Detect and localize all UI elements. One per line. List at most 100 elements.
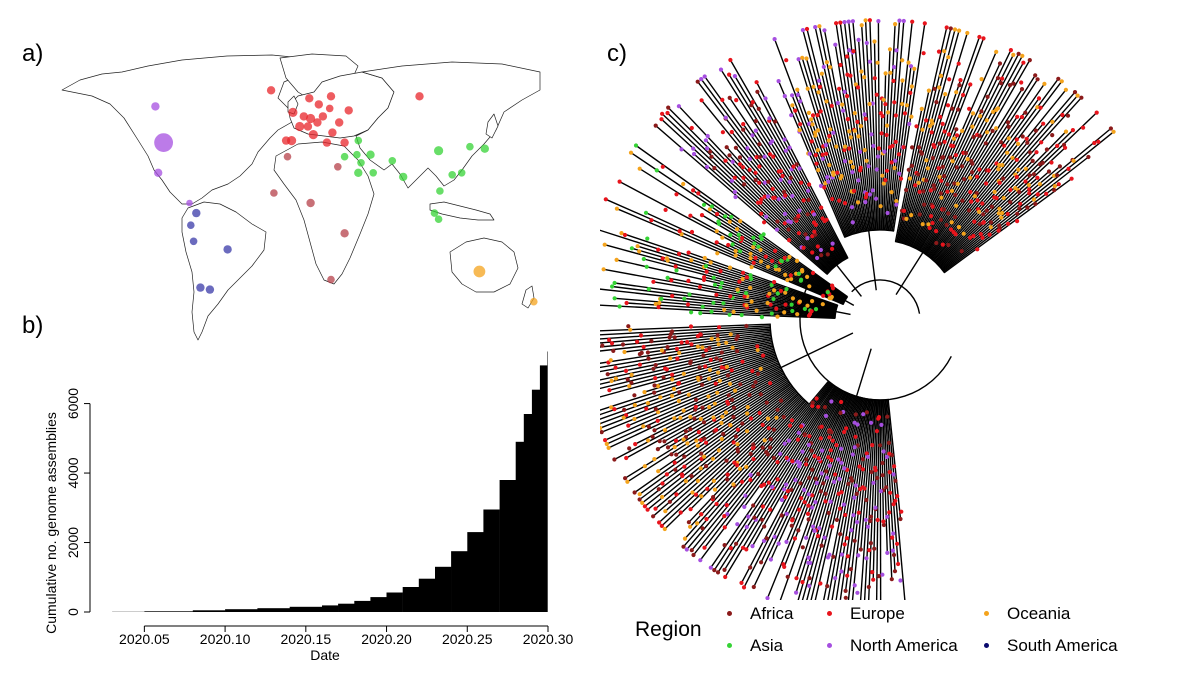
x-tick-label-4: 2020.25 — [442, 631, 493, 647]
tree-tip-1208 — [912, 66, 917, 71]
tree-tip-1012 — [807, 151, 812, 156]
tree-tip-1240 — [913, 183, 918, 188]
tree-tip-258 — [723, 574, 728, 580]
histogram-bar-11 — [402, 587, 420, 612]
tree-edge-74 — [644, 387, 795, 507]
tree-tip-1345 — [1021, 60, 1026, 65]
tree-tip-60 — [867, 548, 872, 553]
tree-tip-903 — [819, 253, 824, 258]
tree-tip-31 — [885, 550, 890, 556]
tree-tip-884 — [708, 149, 713, 154]
tree-tip-1162 — [879, 131, 884, 136]
tree-edge-78 — [634, 382, 791, 494]
tree-tip-1329 — [984, 118, 989, 123]
tree-tip-1039 — [813, 133, 818, 138]
tree-tip-411 — [637, 492, 642, 497]
tree-edge-47 — [724, 388, 840, 578]
tree-tip-398 — [679, 472, 685, 477]
tree-tip-1447 — [1023, 166, 1028, 171]
tree-tip-434 — [723, 410, 729, 415]
tree-tip-634 — [744, 323, 749, 329]
histogram-bar-20 — [531, 389, 541, 612]
tree-tip-542 — [670, 377, 675, 382]
tree-tip-940 — [812, 229, 817, 234]
tree-edge-8 — [880, 399, 885, 522]
tree-tip-939 — [695, 79, 700, 84]
tree-tip-1122 — [853, 82, 858, 87]
tree-tip-947 — [762, 154, 767, 159]
tree-tip-602 — [709, 336, 714, 341]
tree-tip-30 — [881, 522, 886, 528]
tree-tip-1239 — [904, 216, 909, 221]
tree-tip-585 — [646, 356, 651, 361]
tree-tip-1301 — [994, 49, 999, 55]
tree-edge-142 — [688, 251, 838, 306]
tree-edge-163 — [655, 125, 828, 275]
tree-tip-331 — [744, 464, 749, 469]
tree-tip-1265 — [924, 178, 929, 183]
tree-tip-409 — [703, 440, 709, 445]
tree-tip-887 — [782, 221, 787, 226]
tree-edge-238 — [899, 29, 956, 243]
tree-tip-1514 — [996, 228, 1001, 233]
tree-edge-267 — [928, 143, 1019, 258]
tree-tip-1503 — [1015, 211, 1020, 216]
tree-tip-1021 — [790, 93, 795, 98]
tree-tip-1149 — [864, 40, 869, 46]
tree-tip-1146 — [869, 132, 874, 137]
tree-tip-152 — [823, 499, 828, 504]
tree-tip-648 — [656, 305, 661, 310]
tree-edge-241 — [902, 32, 968, 244]
tree-edge-192 — [777, 80, 846, 238]
tree-tip-355 — [732, 460, 737, 465]
tree-tip-1272 — [921, 189, 926, 194]
tree-edge-61 — [682, 402, 809, 548]
tree-tip-1109 — [845, 94, 850, 99]
legend-swatch-oceania — [984, 611, 989, 617]
tree-tip-663 — [774, 306, 779, 311]
tree-tip-623 — [600, 343, 605, 348]
tree-tip-543 — [652, 383, 657, 388]
tree-tip-936 — [782, 189, 787, 194]
tree-tip-410 — [673, 467, 678, 472]
tree-tip-1173 — [888, 70, 893, 75]
tree-tip-1101 — [833, 42, 838, 47]
tree-tip-1079 — [821, 64, 826, 69]
tree-tip-578 — [704, 348, 709, 353]
tree-tip-533 — [740, 359, 745, 364]
tree-tip-1154 — [872, 39, 877, 44]
tree-tip-959 — [727, 95, 732, 100]
tree-tip-915 — [747, 167, 752, 172]
tree-tip-268 — [775, 477, 780, 482]
tree-tip-246 — [784, 482, 789, 487]
tree-tip-370 — [695, 478, 701, 483]
tree-tip-1089 — [828, 65, 833, 70]
tree-edge-94 — [601, 360, 779, 433]
tree-tip-282 — [751, 503, 756, 508]
tree-tip-1510 — [1025, 205, 1030, 210]
histogram-bar-14 — [451, 551, 468, 612]
tree-tip-400 — [640, 500, 645, 505]
tree-tip-280 — [784, 455, 789, 460]
tree-tip-860 — [653, 123, 658, 128]
tree-tip-405 — [682, 464, 687, 469]
tree-tip-550 — [670, 372, 675, 377]
tree-tip-1201 — [904, 103, 909, 108]
tree-edge-75 — [641, 386, 794, 504]
tree-tip-378 — [731, 440, 736, 445]
tree-tip-1318 — [1008, 48, 1013, 53]
tree-tip-1436 — [972, 219, 977, 224]
tree-edge-25 — [814, 397, 863, 600]
tree-tip-1050 — [815, 113, 820, 118]
tree-tip-1027 — [772, 37, 777, 42]
tree-tip-365 — [724, 458, 729, 463]
tree-tip-1395 — [997, 163, 1002, 168]
histogram-bar-12 — [418, 578, 436, 612]
tree-tip-874 — [660, 111, 665, 116]
tree-tip-1143 — [867, 59, 872, 64]
tree-tip-1099 — [842, 89, 847, 94]
tree-tip-319 — [764, 450, 769, 455]
tree-tip-74 — [865, 454, 870, 459]
tree-tip-65 — [865, 524, 870, 529]
tree-tip-1003 — [754, 80, 759, 85]
